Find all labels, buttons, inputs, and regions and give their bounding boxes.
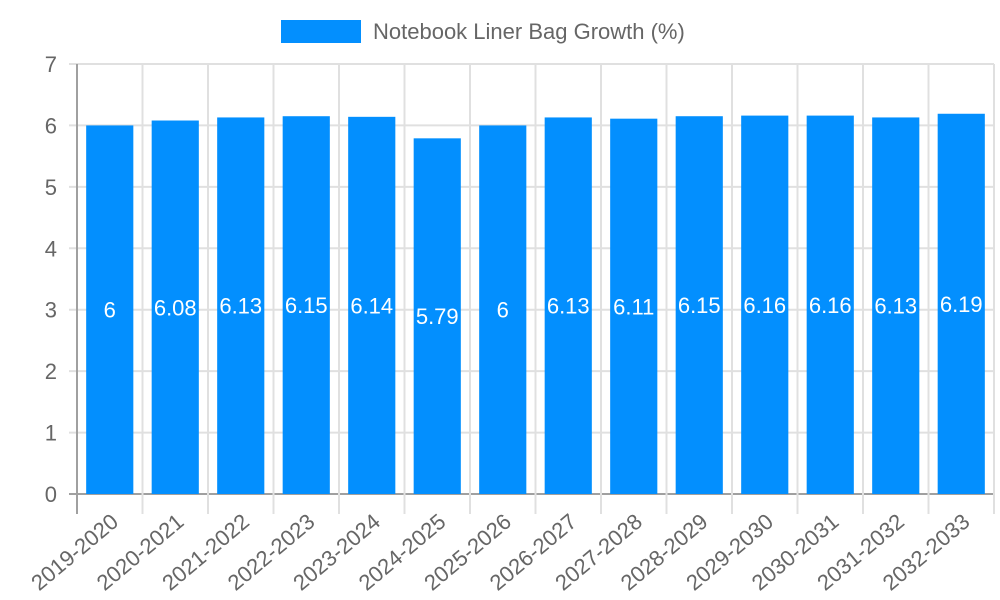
bar[interactable] (872, 117, 920, 494)
bar-value-label: 6.15 (285, 293, 328, 318)
y-tick-label: 2 (45, 359, 57, 384)
bar[interactable] (86, 125, 134, 494)
bar-value-label: 6.13 (874, 294, 917, 319)
y-tick-label: 0 (45, 482, 57, 507)
bar[interactable] (675, 116, 723, 494)
bar[interactable] (282, 116, 330, 494)
bar-value-label: 5.79 (416, 304, 459, 329)
bar-value-label: 6.16 (743, 293, 786, 318)
bar-value-label: 6.15 (678, 293, 721, 318)
bar[interactable] (937, 113, 985, 494)
y-tick-label: 6 (45, 113, 57, 138)
bar[interactable] (544, 117, 592, 494)
x-axis: 2019-20202020-20212021-20222022-20232023… (26, 509, 974, 596)
bar[interactable] (741, 115, 789, 494)
y-tick-label: 4 (45, 236, 57, 261)
bar[interactable] (610, 118, 658, 495)
bar[interactable] (806, 115, 854, 494)
bar[interactable] (151, 120, 199, 494)
bar-value-label: 6.19 (940, 292, 983, 317)
legend-swatch (281, 20, 361, 43)
bar-value-label: 6.14 (350, 293, 393, 318)
gridlines (69, 63, 995, 514)
bar-value-label: 6.13 (219, 294, 262, 319)
bar-value-label: 6 (104, 298, 116, 323)
bar[interactable] (413, 138, 461, 495)
bar-value-label: 6.11 (613, 294, 654, 319)
y-tick-label: 5 (45, 175, 57, 200)
bar[interactable] (348, 116, 396, 494)
y-tick-label: 7 (45, 52, 57, 77)
legend-label: Notebook Liner Bag Growth (%) (373, 19, 685, 44)
bar-series: 6 6.08 6.13 6.15 6.14 5.79 6 6.13 6.11 6.15 6.16 6.… (86, 113, 985, 495)
bar-value-label: 6.16 (809, 293, 852, 318)
bar-value-label: 6.13 (547, 294, 590, 319)
y-axis: 0 1 2 3 4 5 6 7 (45, 52, 57, 507)
bar[interactable] (217, 117, 265, 494)
y-tick-label: 3 (45, 298, 57, 323)
bar[interactable] (479, 125, 527, 494)
legend[interactable]: Notebook Liner Bag Growth (%) (281, 19, 685, 44)
y-tick-label: 1 (45, 421, 57, 446)
bar-value-label: 6 (497, 298, 509, 323)
bar-value-label: 6.08 (154, 295, 197, 320)
